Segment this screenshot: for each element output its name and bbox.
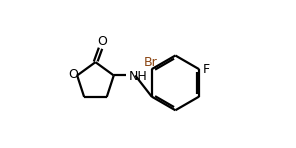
Text: O: O	[97, 34, 107, 48]
Text: O: O	[68, 68, 78, 81]
Text: NH: NH	[128, 70, 147, 83]
Text: Br: Br	[143, 56, 157, 69]
Text: F: F	[203, 63, 210, 76]
